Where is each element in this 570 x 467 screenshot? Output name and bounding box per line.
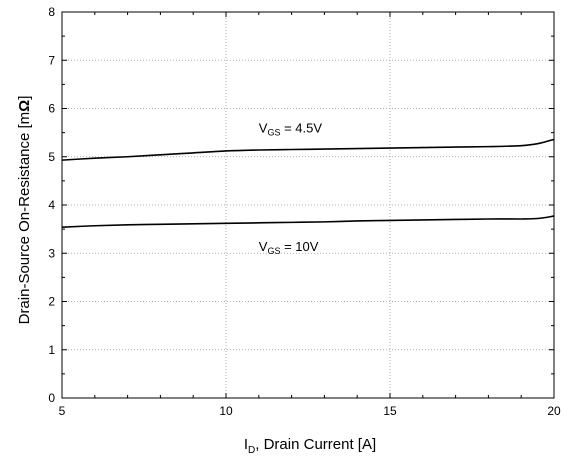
y-tick-label: 4 [48,198,55,212]
x-tick-label: 20 [547,404,561,418]
y-tick-label: 1 [48,343,55,357]
series-label-1: VGS = 10V [259,239,319,256]
series-line-1 [61,215,555,228]
y-tick-label: 5 [48,150,55,164]
x-tick-label: 10 [219,404,233,418]
series-label-0: VGS = 4.5V [259,121,323,138]
y-tick-label: 7 [48,53,55,67]
x-axis-title-subscript: D [248,445,255,456]
y-axis-title: Drain-Source On-Resistance [mΩ] [16,96,33,325]
x-tick-label: 5 [59,404,66,418]
y-tick-label: 8 [48,5,55,19]
series-annotations: VGS = 4.5V VGS = 10V [259,121,323,256]
x-axis-title: ID, Drain Current [A] [244,436,376,456]
y-tick-label: 2 [48,295,55,309]
series-line-0 [61,138,555,161]
axis-tick-labels: 5 10 15 20 0 1 2 3 4 5 6 7 8 [48,5,561,418]
x-axis-title-main: I [244,436,248,453]
x-tick-label: 15 [383,404,397,418]
y-tick-label: 3 [48,246,55,260]
y-axis-title-omega: Ω [16,100,33,112]
y-tick-label: 6 [48,102,55,116]
grid-lines [62,12,554,398]
series-lines [61,138,555,228]
y-axis-title-main: Drain-Source On-Resistance [m [16,112,33,325]
axis-ticks [61,11,555,399]
y-axis-title-end: ] [16,96,33,100]
x-axis-title-rest: , Drain Current [A] [255,436,376,453]
y-tick-label: 0 [48,391,55,405]
